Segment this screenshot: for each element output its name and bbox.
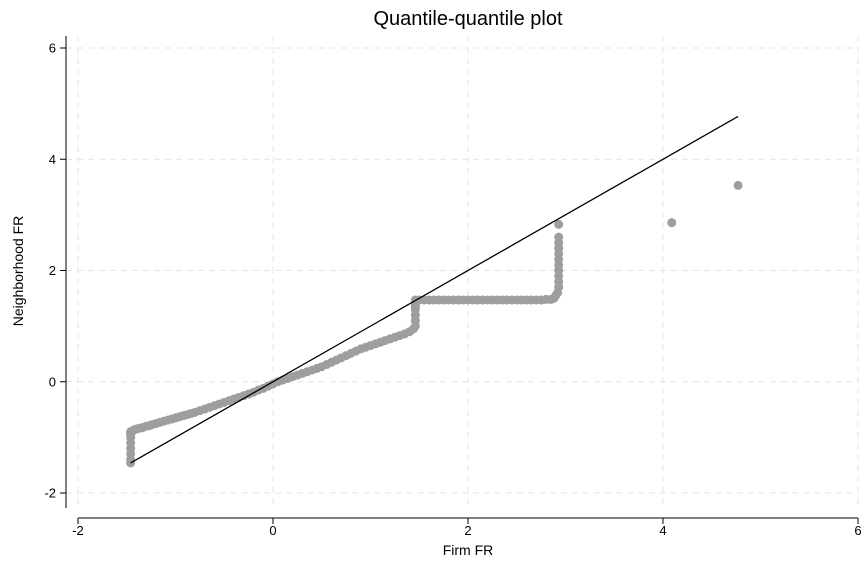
y-tick-label: 2: [49, 263, 56, 278]
x-tick-label: -2: [72, 523, 84, 538]
quantile-points: [126, 180, 743, 468]
y-tick-label: 6: [49, 41, 56, 56]
data-point: [554, 232, 564, 242]
axes: [65, 36, 858, 519]
gridlines: [66, 36, 859, 508]
data-point: [554, 219, 564, 229]
x-tick-label: 0: [269, 523, 276, 538]
x-tick-label: 6: [854, 523, 861, 538]
y-tick-label: 0: [49, 374, 56, 389]
reference-line: [130, 115, 739, 464]
x-axis-label: Firm FR: [443, 542, 494, 558]
y-tick-label: 4: [49, 152, 56, 167]
chart-title: Quantile-quantile plot: [373, 8, 562, 30]
x-tick-label: 2: [464, 523, 471, 538]
reference-line-group: [130, 115, 739, 464]
y-axis-label: Neighborhood FR: [10, 216, 26, 327]
x-tick-label: 4: [659, 523, 666, 538]
x-axis-ticks: -2 0 2 4 6: [72, 518, 862, 538]
data-point: [733, 180, 743, 190]
y-tick-label: -2: [44, 486, 56, 501]
y-axis-ticks: -2 0 2 4 6: [44, 41, 66, 501]
data-point: [667, 218, 677, 228]
